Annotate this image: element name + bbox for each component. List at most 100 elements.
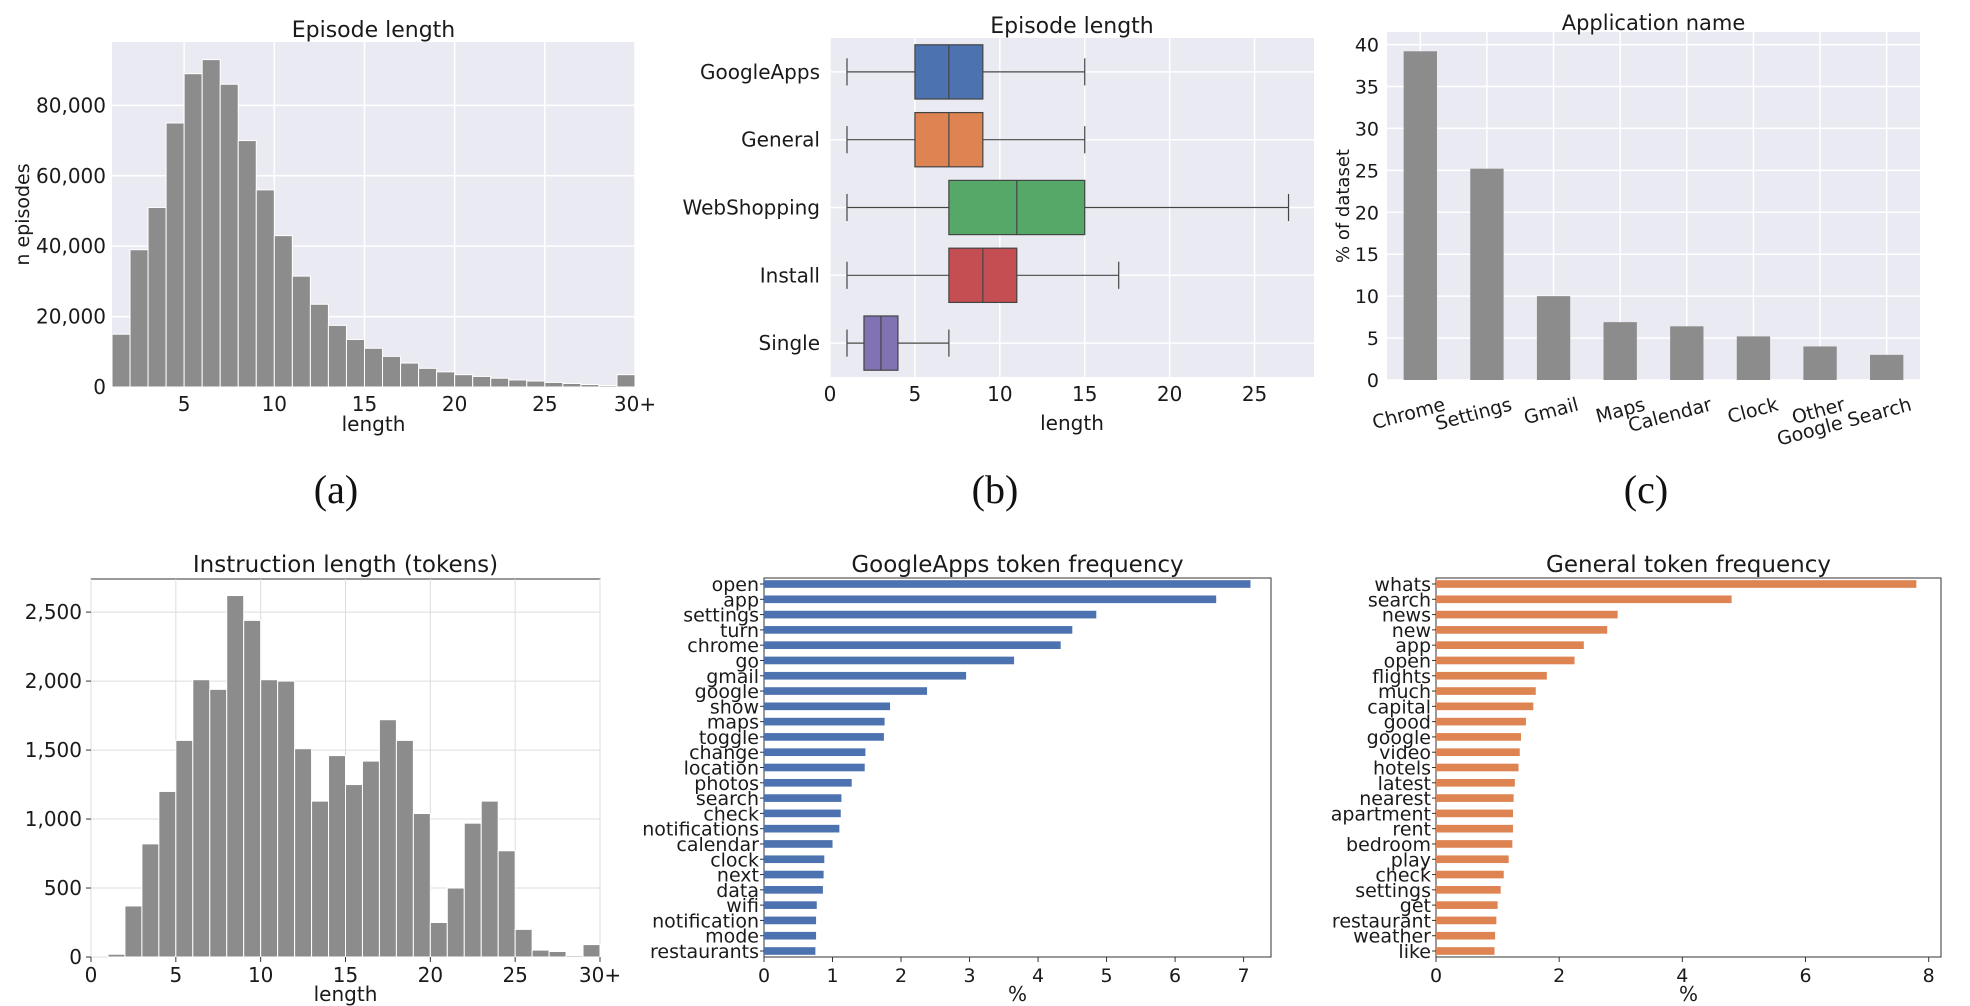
category-label-hotels: hotels [1373,758,1431,780]
episode-length-histogram: 5 10 15 20 25 30+ 0 20,000 40,000 60,000 80,000 Epi… [12,18,656,436]
category-label-single: Single [759,331,820,355]
histogram-bar [395,739,414,958]
googleapps-token-frequency-chart: openappsettingsturnchromegogmailgooglesh… [642,552,1272,1006]
histogram-bar [255,189,275,388]
category-label-location: location [684,758,759,780]
y-tick-label: 40 [1355,35,1379,57]
category-label-photos: photos [694,773,759,795]
category-label-maps: maps [707,712,759,734]
histogram-bar [277,680,296,958]
y-tick-label: 1,000 [25,807,82,831]
category-label-mode: mode [705,926,759,948]
y-tick-label: 25 [1355,160,1379,182]
category-label-notifications: notifications [642,819,759,841]
y-tick-label: 40,000 [36,234,106,258]
x-tick-label: 5 [178,392,191,416]
x-axis-label: % [1008,982,1027,1006]
y-tick-label: 35 [1355,77,1379,99]
category-label-apartment: apartment [1331,803,1431,825]
histogram-bar [480,800,499,958]
histogram-bar [497,850,516,958]
histogram-bar [472,375,492,388]
bar-check [764,809,841,818]
bar-change [764,748,866,757]
chart-title: Episode length [292,18,456,43]
y-tick-label: 5 [1367,328,1379,350]
bar-chrome [1403,51,1437,381]
category-label-chrome: chrome [687,635,759,657]
category-label-general: General [741,128,820,152]
bar-restaurants [764,947,816,955]
bar-nearest [1436,794,1514,802]
histogram-bar [526,380,546,388]
bar-bedroom [1436,840,1513,848]
bar-search [1436,595,1732,604]
episode-length-boxplot: GoogleApps General WebShopping Install Singl… [682,14,1314,435]
bar-news [1436,610,1618,619]
chart-title: Episode length [990,14,1154,39]
y-tick-label: 10 [1355,286,1379,308]
category-label-restaurants: restaurants [650,941,759,963]
histogram-bar [418,367,438,388]
category-label-whats: whats [1374,574,1431,596]
y-tick-label: 500 [44,876,82,900]
x-tick-label: 1 [826,965,838,987]
y-tick-label: 60,000 [36,164,106,188]
x-tick-label: 6 [1799,965,1811,987]
bar-open [764,580,1251,588]
bar-clock [1736,336,1771,380]
chart-title: GoogleApps token frequency [851,552,1183,578]
y-tick-label: 0 [1367,370,1379,392]
bar-restaurant [1436,916,1497,925]
histogram-bar [429,922,448,958]
x-axis-label: length [342,412,406,436]
bar-app [764,595,1217,604]
category-label-google: google [695,681,759,703]
histogram-bar [582,944,601,958]
histogram-bar [141,843,160,958]
category-label-settings: settings [1355,880,1431,902]
x-tick-label: 15 [352,392,377,416]
x-axis-label: length [314,982,378,1006]
x-tick-label: 10 [248,963,273,987]
x-axis-label: length [1040,411,1104,435]
histogram-bar [309,303,329,388]
x-tick-label: 5 [169,963,182,987]
bar-notification [764,916,817,925]
category-label-nearest: nearest [1359,788,1431,810]
histogram-bar [446,887,465,958]
histogram-bar [175,739,194,958]
x-tick-label: 20 [418,963,443,987]
category-label-check: check [1375,865,1431,887]
bar-new [1436,626,1608,634]
category-label-next: next [717,865,759,887]
histogram-bar [508,379,528,388]
x-tick-label: 5 [909,382,922,406]
histogram-bar [345,338,365,388]
histogram-bar [400,362,420,388]
bar-show [764,702,891,711]
x-tick-label: 5 [1101,965,1113,987]
category-label-toggle: toggle [699,727,759,749]
bar-photos [764,778,852,787]
bar-calendar [1670,326,1704,380]
histogram-bar [544,381,564,388]
category-label-google: google [1367,727,1431,749]
histogram-bar [490,377,510,388]
histogram-bar [165,122,185,388]
histogram-bar [562,382,582,388]
histogram-bar [209,688,228,958]
histogram-bar [327,324,347,388]
histogram-bar [598,385,618,388]
x-tick-label: 4 [1676,965,1688,987]
bar-settings [1470,168,1504,380]
histogram-bar [273,235,293,388]
category-label-data: data [716,880,759,902]
instruction-length-histogram: 0 5 10 15 20 25 30+ 0 500 1,000 1,500 2,000 2,500 Ins… [25,552,621,1006]
category-label-notification: notification [652,910,759,932]
category-label-play: play [1391,849,1431,871]
x-tick-label: 25 [532,392,557,416]
bar-toggle [764,733,884,741]
category-label-change: change [689,742,759,764]
category-label-check: check [703,803,759,825]
